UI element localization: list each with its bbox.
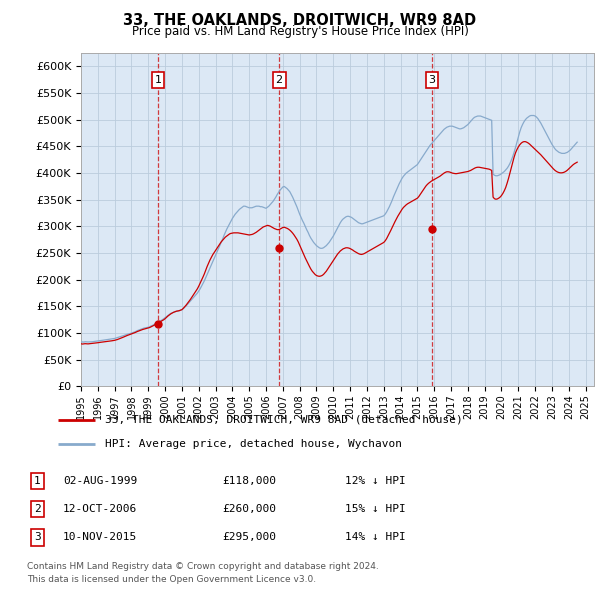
Text: Price paid vs. HM Land Registry's House Price Index (HPI): Price paid vs. HM Land Registry's House … (131, 25, 469, 38)
Text: 2: 2 (275, 75, 283, 85)
Text: 33, THE OAKLANDS, DROITWICH, WR9 8AD (detached house): 33, THE OAKLANDS, DROITWICH, WR9 8AD (de… (106, 415, 463, 425)
Text: £295,000: £295,000 (222, 533, 276, 542)
Text: 1: 1 (155, 75, 161, 85)
Text: 14% ↓ HPI: 14% ↓ HPI (345, 533, 406, 542)
Text: Contains HM Land Registry data © Crown copyright and database right 2024.: Contains HM Land Registry data © Crown c… (27, 562, 379, 571)
Text: 12% ↓ HPI: 12% ↓ HPI (345, 476, 406, 486)
Text: 02-AUG-1999: 02-AUG-1999 (63, 476, 137, 486)
Text: This data is licensed under the Open Government Licence v3.0.: This data is licensed under the Open Gov… (27, 575, 316, 584)
Text: 10-NOV-2015: 10-NOV-2015 (63, 533, 137, 542)
Text: £260,000: £260,000 (222, 504, 276, 514)
Text: 3: 3 (428, 75, 436, 85)
Text: 2: 2 (34, 504, 41, 514)
Text: 1: 1 (34, 476, 41, 486)
Text: £118,000: £118,000 (222, 476, 276, 486)
Text: 15% ↓ HPI: 15% ↓ HPI (345, 504, 406, 514)
Text: 3: 3 (34, 533, 41, 542)
Text: 12-OCT-2006: 12-OCT-2006 (63, 504, 137, 514)
Text: HPI: Average price, detached house, Wychavon: HPI: Average price, detached house, Wych… (106, 440, 403, 449)
Text: 33, THE OAKLANDS, DROITWICH, WR9 8AD: 33, THE OAKLANDS, DROITWICH, WR9 8AD (124, 13, 476, 28)
